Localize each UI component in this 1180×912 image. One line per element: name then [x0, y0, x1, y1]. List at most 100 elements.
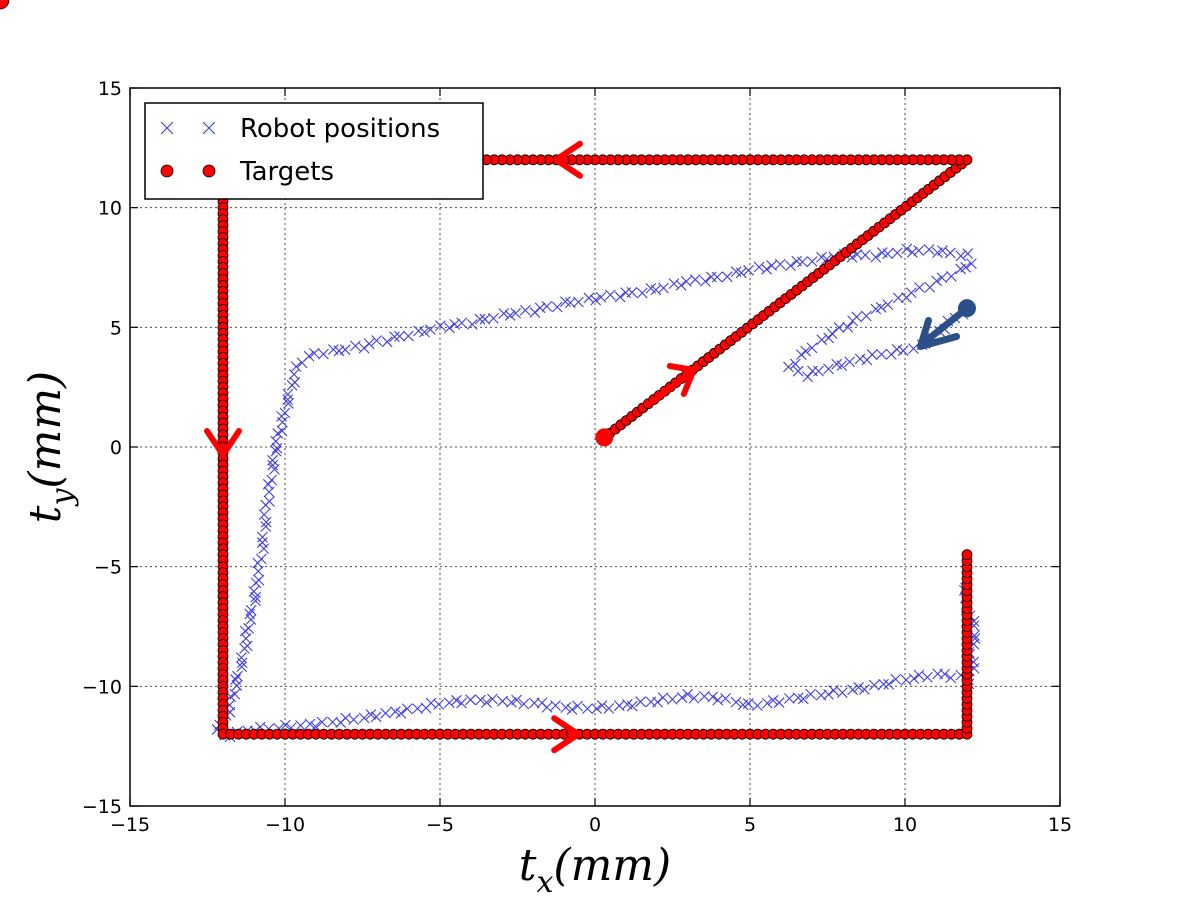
robot-position-point	[908, 673, 920, 685]
robot-position-point	[280, 719, 291, 731]
robot-position-point	[913, 245, 925, 256]
robot-position-point	[272, 428, 284, 439]
robot-position-point	[675, 279, 687, 291]
robot-position-point	[239, 643, 250, 654]
robot-position-point	[434, 320, 446, 332]
robot-position-point	[541, 300, 553, 312]
robot-position-point	[258, 543, 270, 555]
robot-position-point	[901, 243, 913, 255]
robot-position-point	[456, 317, 468, 329]
robot-position-point	[876, 348, 887, 360]
robot-position-point	[245, 604, 257, 616]
robot-position-point	[868, 679, 880, 691]
robot-position-point	[860, 310, 872, 322]
robot-position-point	[657, 692, 669, 703]
robot-position-point	[465, 694, 476, 706]
robot-position-point	[676, 692, 688, 703]
x-tick-label: 0	[589, 814, 601, 836]
robot-position-point	[290, 361, 302, 372]
robot-position-point	[412, 703, 423, 715]
robot-position-point	[316, 716, 328, 728]
robot-position-point	[258, 509, 270, 521]
robot-position-point	[371, 335, 383, 346]
robot-position-point	[668, 278, 680, 290]
robot-position-point	[797, 693, 809, 705]
robot-position-point	[519, 304, 531, 316]
robot-position-point	[667, 693, 678, 705]
robot-position-point	[252, 565, 264, 577]
robot-position-point	[847, 684, 858, 696]
robot-position-point	[260, 521, 272, 532]
robot-position-point	[966, 258, 977, 270]
robot-position-point	[380, 707, 391, 719]
x-tick-label: −5	[426, 814, 454, 836]
robot-position-point	[914, 282, 925, 293]
robot-position-point	[913, 669, 925, 681]
direction-arrow-left	[553, 140, 583, 179]
robot-position-point	[560, 296, 571, 308]
y-tick-label: 5	[110, 317, 122, 339]
robot-position-point	[885, 348, 897, 360]
robot-position-point	[743, 264, 754, 276]
robot-position-point	[882, 299, 894, 310]
robot-position-point	[466, 319, 478, 330]
legend-marker-targets	[202, 164, 216, 178]
robot-start-arrow	[923, 304, 971, 344]
robot-position-point	[807, 365, 818, 377]
legend-label-robot-positions: Robot positions	[240, 114, 440, 144]
robot-position-point	[823, 689, 834, 700]
robot-position-point	[645, 283, 657, 294]
robot-position-point	[296, 357, 308, 369]
robot-position-point	[257, 531, 268, 543]
robot-position-point	[620, 287, 632, 299]
robot-position-point	[236, 657, 248, 669]
robot-position-point	[698, 691, 710, 702]
robot-position-point	[433, 698, 445, 710]
robot-position-point	[381, 336, 393, 348]
robot-position-point	[451, 694, 462, 706]
robot-position-point	[327, 716, 338, 728]
robot-position-point	[572, 700, 584, 712]
robot-position-point	[753, 261, 765, 273]
robot-position-point	[348, 714, 360, 726]
robot-position-point	[789, 358, 801, 370]
robot-position-point	[595, 291, 607, 303]
robot-position-point	[528, 697, 540, 709]
robot-position-point	[955, 250, 967, 262]
robot-position-point	[875, 301, 887, 313]
robot-position-point	[945, 271, 957, 282]
robot-position-point	[282, 388, 294, 400]
robot-position-point	[761, 697, 773, 709]
robot-position-point	[883, 678, 895, 690]
robot-position-point	[425, 324, 436, 336]
robot-position-point	[626, 700, 638, 712]
robot-position-point	[271, 442, 283, 454]
robot-position-point	[816, 251, 827, 263]
robot-position-point	[730, 266, 742, 277]
robot-position-point	[658, 282, 669, 294]
robot-position-point	[721, 271, 733, 283]
robot-position-point	[823, 363, 834, 375]
robot-position-point	[358, 342, 370, 354]
robot-position-point	[707, 691, 719, 703]
robot-position-point	[705, 271, 717, 283]
robot-position-point	[248, 586, 260, 597]
legend-marker-targets	[160, 164, 174, 178]
legend-marker-robot-positions	[160, 121, 174, 135]
robot-position-point	[566, 704, 578, 715]
robot-position-point	[350, 340, 361, 352]
robot-position-point	[250, 577, 262, 589]
robot-position-point	[890, 673, 902, 685]
robot-position-point	[603, 702, 615, 714]
robot-position-point	[604, 289, 616, 301]
robot-position-point	[921, 671, 933, 683]
robot-position-point	[250, 595, 261, 607]
robot-position-point	[945, 672, 957, 684]
x-tick-label: −10	[265, 814, 305, 836]
legend-label-targets: Targets	[239, 157, 334, 187]
robot-position-point	[636, 287, 648, 299]
grid	[130, 88, 1060, 806]
robot-position-point	[836, 687, 848, 699]
robot-position-point	[286, 379, 298, 391]
